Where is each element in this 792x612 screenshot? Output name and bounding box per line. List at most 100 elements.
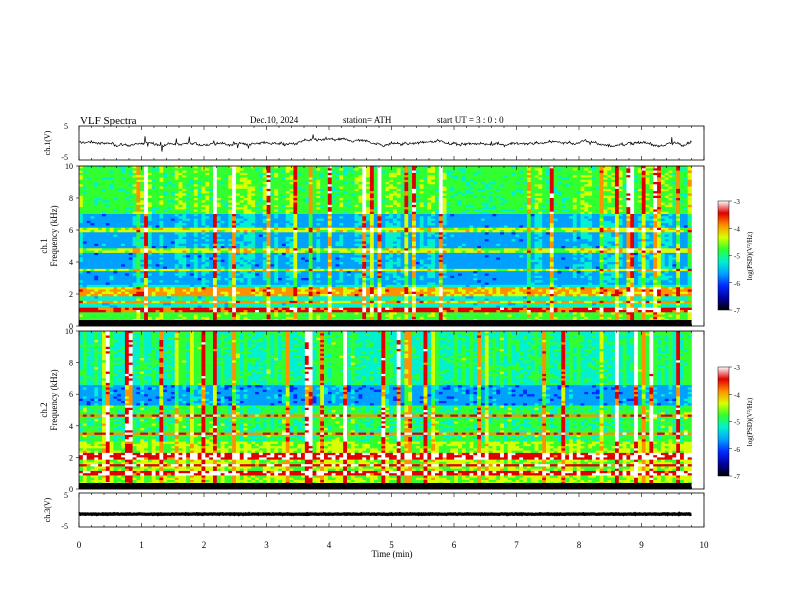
spectrogram-cell bbox=[415, 175, 421, 178]
spectrogram-cell bbox=[415, 179, 421, 183]
spectrogram-cell bbox=[285, 184, 290, 187]
spectrogram-cell bbox=[561, 200, 566, 203]
spectrogram-cell bbox=[86, 177, 91, 181]
spectrogram-cell bbox=[235, 188, 241, 192]
spectrogram-cell bbox=[316, 214, 321, 217]
spectrogram-cell bbox=[584, 166, 589, 169]
spectrogram-cell bbox=[431, 172, 436, 176]
spectrogram-cell bbox=[427, 220, 432, 224]
spectrogram-cell bbox=[144, 186, 149, 190]
spectrogram-cell bbox=[381, 214, 386, 217]
spectrogram-cell bbox=[82, 214, 87, 217]
spectrogram-cell bbox=[660, 223, 666, 226]
spectrogram-cell bbox=[626, 227, 631, 231]
spectrogram-cell bbox=[588, 182, 593, 185]
spectrogram-cell bbox=[381, 166, 386, 169]
spectrogram-cell bbox=[561, 225, 566, 229]
spectrogram-cell bbox=[450, 195, 455, 199]
spectrogram-cell bbox=[595, 188, 600, 192]
spectrogram-cell bbox=[534, 211, 539, 215]
spectrogram-cell bbox=[572, 184, 577, 187]
spectrogram-cell bbox=[182, 209, 187, 213]
spectrogram-cell bbox=[266, 177, 271, 181]
spectrogram-cell bbox=[147, 207, 153, 210]
spectrogram-cell bbox=[534, 188, 539, 192]
spectrogram-cell bbox=[584, 225, 589, 229]
spectrogram-cell bbox=[278, 179, 283, 183]
spectrogram-cell bbox=[457, 179, 463, 183]
spectrogram-cell bbox=[385, 193, 390, 197]
spectrogram-cell bbox=[457, 214, 463, 217]
spectrogram-cell bbox=[159, 234, 164, 238]
spectrogram-cell bbox=[396, 200, 401, 203]
spectrogram-cell bbox=[515, 200, 520, 203]
spectrogram-cell bbox=[484, 172, 489, 176]
spectrogram-cell bbox=[442, 218, 447, 222]
spectrogram-cell bbox=[641, 191, 646, 194]
spectrogram-cell bbox=[339, 170, 344, 174]
spectrogram-cell bbox=[473, 175, 478, 178]
spectrogram-cell bbox=[680, 230, 685, 233]
spectrogram-cell bbox=[672, 177, 677, 181]
spectrogram-cell bbox=[565, 227, 570, 231]
spectrogram-cell bbox=[144, 191, 149, 194]
spectrogram-cell bbox=[339, 179, 344, 183]
spectrogram-cell bbox=[423, 168, 428, 171]
spectrogram-cell bbox=[588, 191, 593, 194]
spectrogram-cell bbox=[159, 195, 164, 199]
spectrogram-cell bbox=[530, 227, 535, 231]
spectrogram-cell bbox=[431, 184, 436, 187]
spectrogram-cell bbox=[354, 177, 359, 181]
spectrogram-cell bbox=[281, 200, 287, 203]
spectrogram-cell bbox=[492, 225, 497, 229]
spectrogram-cell bbox=[630, 184, 635, 187]
spectrogram-cell bbox=[124, 175, 130, 178]
spectrogram-cell bbox=[519, 214, 524, 217]
spectrogram-cell bbox=[588, 166, 593, 169]
spectrogram-cell bbox=[461, 230, 466, 233]
spectrogram-cell bbox=[98, 227, 103, 231]
spectrogram-cell bbox=[79, 166, 84, 169]
spectrogram-cell bbox=[653, 188, 658, 192]
spectrogram-cell bbox=[228, 200, 233, 203]
spectrogram-cell bbox=[389, 175, 394, 178]
spectrogram-cell bbox=[373, 204, 378, 208]
spectrogram-cell bbox=[151, 232, 156, 235]
spectrogram-cell bbox=[308, 211, 313, 215]
spectrogram-cell bbox=[228, 207, 233, 210]
spectrogram-cell bbox=[496, 218, 501, 222]
spectrogram-cell bbox=[170, 220, 176, 224]
spectrogram-cell bbox=[454, 200, 459, 203]
spectrogram-cell bbox=[270, 172, 275, 176]
spectrogram-cell bbox=[392, 218, 398, 222]
spectrogram-cell bbox=[331, 172, 336, 176]
spectrogram-cell bbox=[201, 186, 206, 190]
spectrogram-cell bbox=[534, 220, 539, 224]
spectrogram-cell bbox=[392, 234, 398, 238]
spectrogram-cell bbox=[301, 177, 306, 181]
spectrogram-cell bbox=[354, 172, 359, 176]
spectrogram-cell bbox=[423, 225, 428, 229]
spectrogram-cell bbox=[442, 168, 447, 171]
spectrogram-cell bbox=[224, 220, 229, 224]
spectrogram-cell bbox=[377, 175, 382, 178]
spectrogram-cell bbox=[457, 223, 463, 226]
spectrogram-cell bbox=[266, 200, 271, 203]
spectrogram-cell bbox=[599, 216, 604, 219]
spectrogram-cell bbox=[167, 200, 172, 203]
spectrogram-cell bbox=[672, 168, 677, 171]
spectrogram-cell bbox=[569, 188, 574, 192]
spectrogram-cell bbox=[247, 172, 252, 176]
spectrogram-cell bbox=[477, 204, 482, 208]
spectrogram-cell bbox=[90, 207, 95, 210]
spectrogram-cell bbox=[105, 204, 110, 208]
spectrogram-cell bbox=[480, 223, 486, 226]
spectrogram-cell bbox=[82, 216, 87, 219]
spectrogram-cell bbox=[170, 230, 176, 233]
spectrogram-cell bbox=[132, 198, 137, 201]
spectrogram-cell bbox=[584, 211, 589, 215]
spectrogram-cell bbox=[637, 175, 643, 178]
spectrogram-cell bbox=[278, 186, 283, 190]
spectrogram-cell bbox=[526, 177, 532, 181]
spectrogram-cell bbox=[251, 182, 256, 185]
